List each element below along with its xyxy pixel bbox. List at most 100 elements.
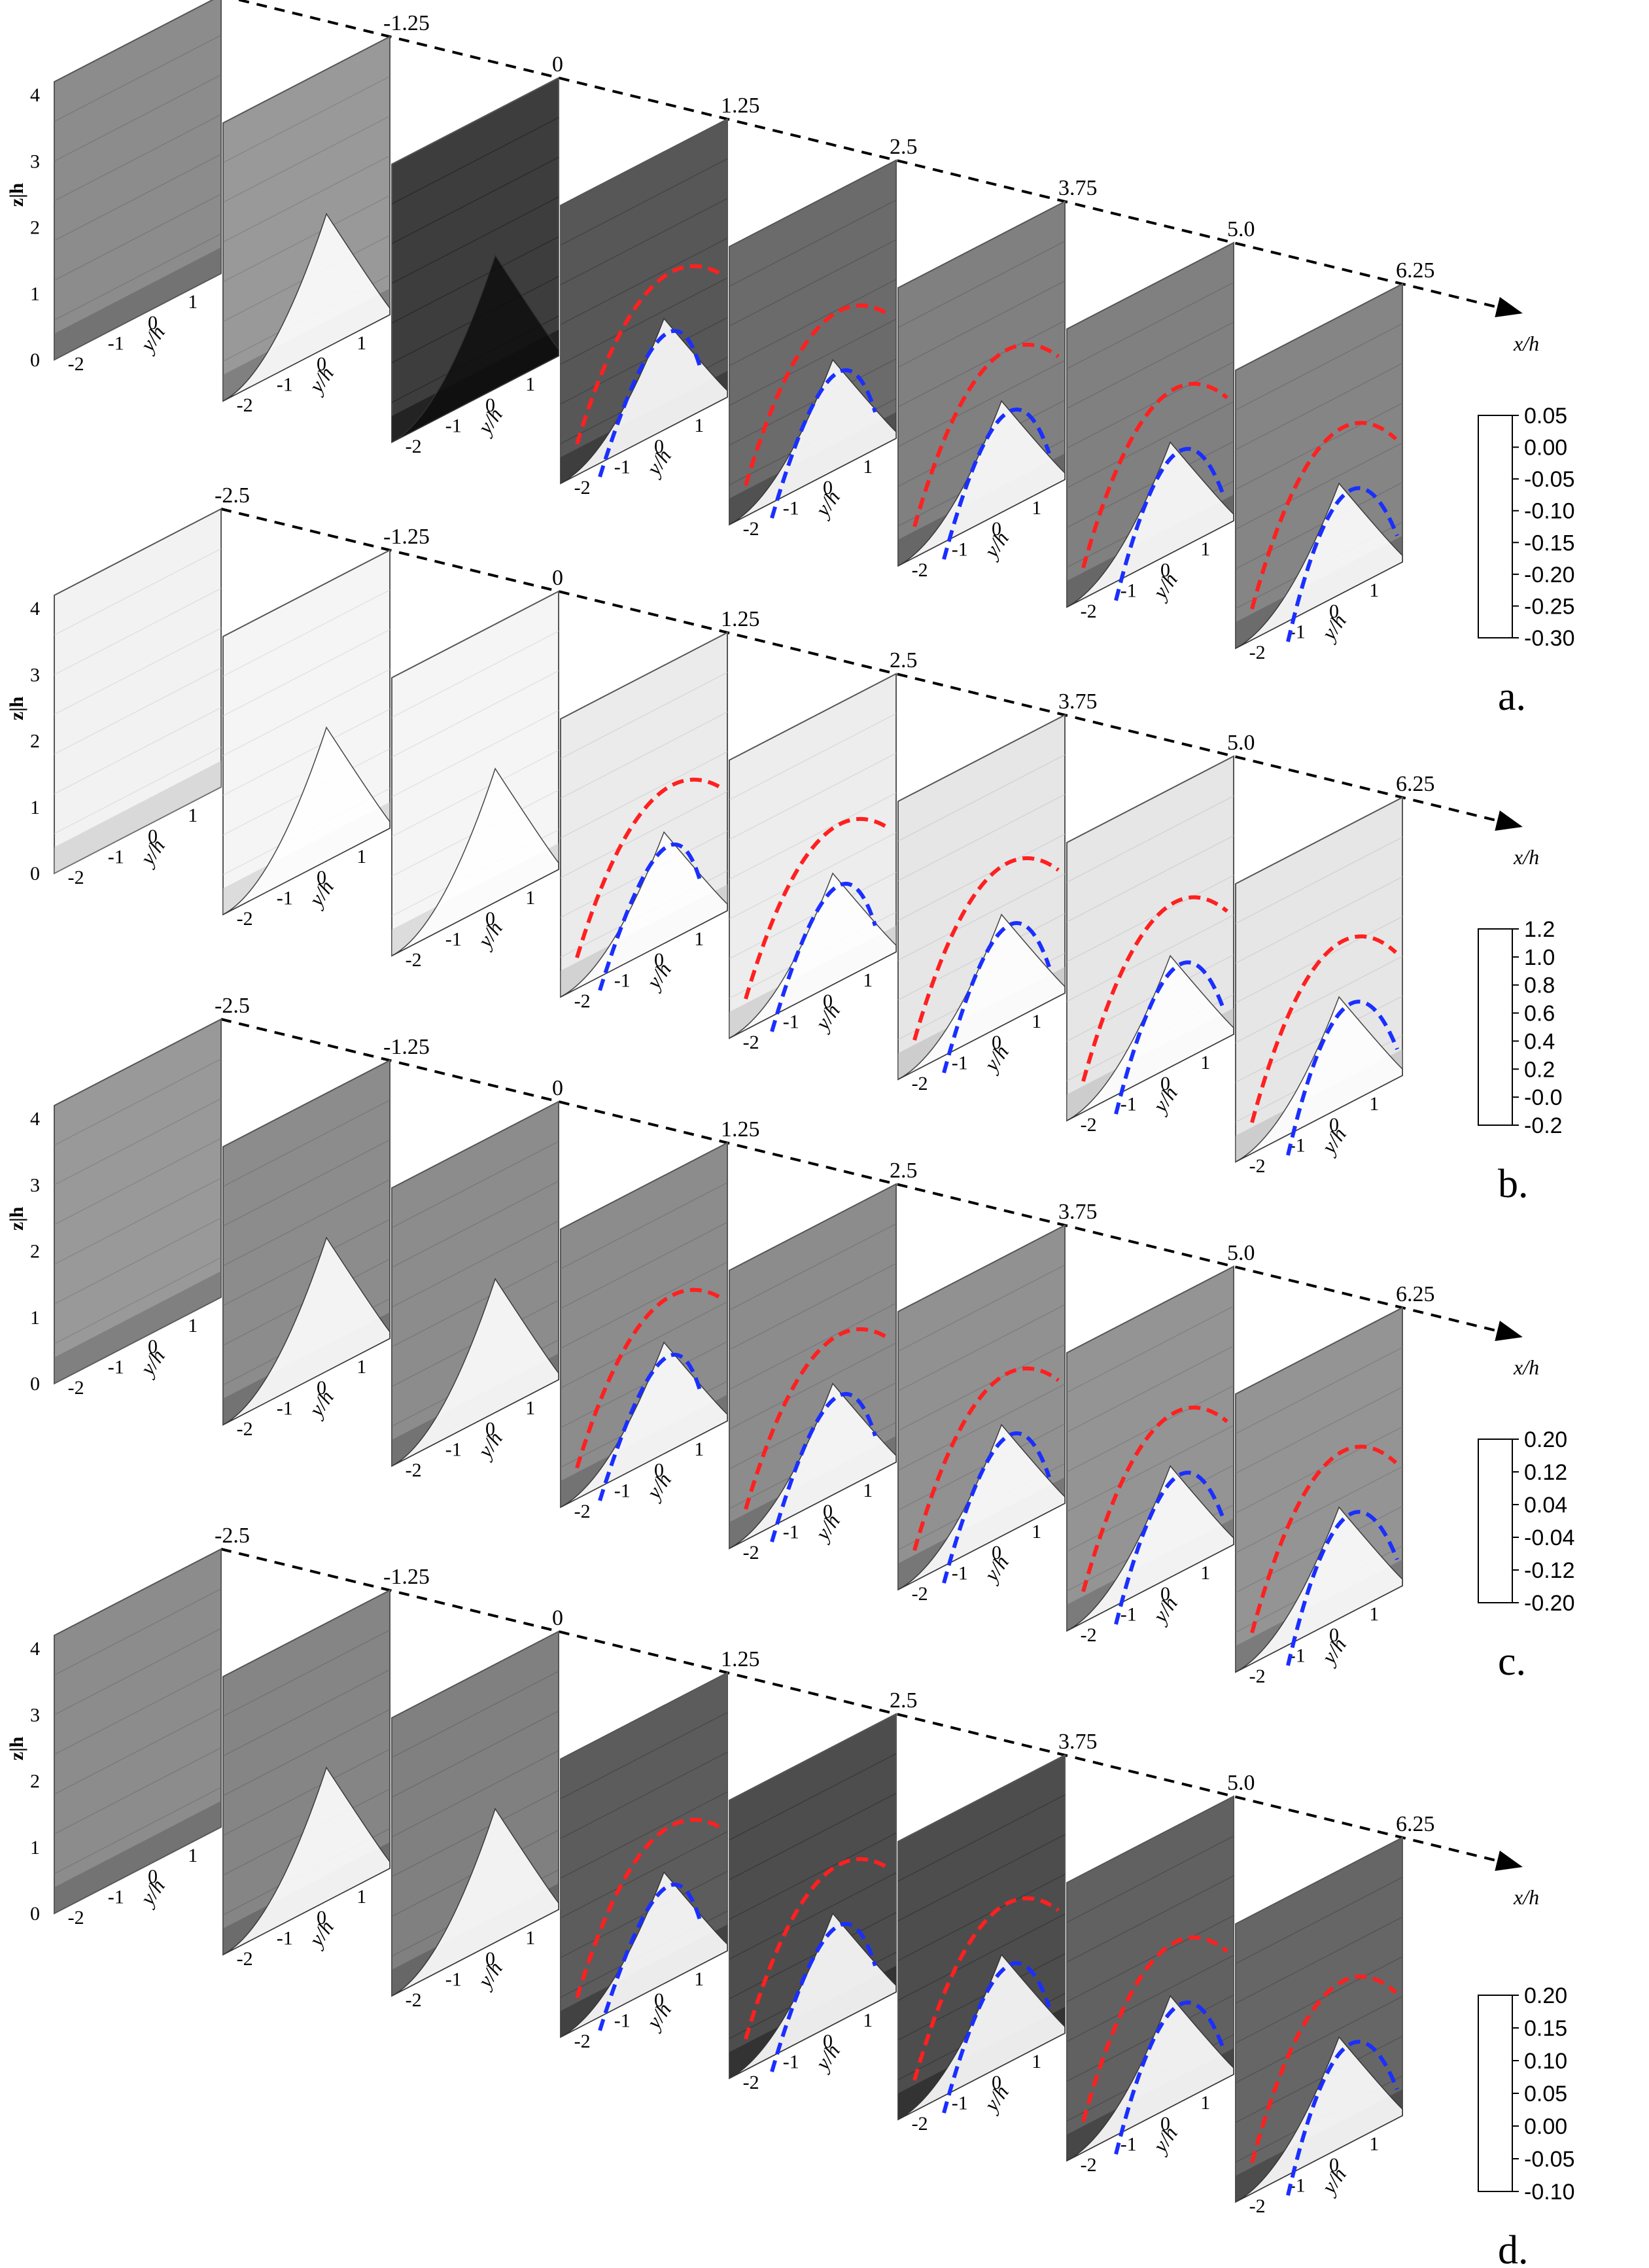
y-axis-label: y/h	[472, 404, 507, 440]
contour-line	[54, 1667, 222, 1755]
contour-line	[560, 1221, 728, 1310]
hill-surface	[1066, 441, 1234, 608]
x-axis-arrow	[220, 1018, 1523, 1342]
slice-position-label: 6.25	[1396, 1282, 1435, 1306]
y-axis-label: y/h	[1147, 1082, 1182, 1118]
contour-line	[1066, 915, 1234, 1002]
y-tick-label: 0	[1329, 1114, 1339, 1136]
contour-line	[1066, 1955, 1234, 2042]
contour-line	[54, 587, 222, 676]
contour-line	[1235, 1996, 1403, 2084]
y-tick-label: -1	[783, 2051, 799, 2072]
contour-line	[897, 913, 1066, 1001]
contour-line	[560, 1712, 728, 1800]
panel-a: x/h 0.05 0.00 -0.05 -0.10 -0.15 -0.20 -0.25 -0.3…	[1498, 332, 1575, 719]
contour-line	[1066, 1385, 1234, 1473]
y-tick-label: 1	[694, 1439, 704, 1460]
vortex-line-red	[575, 1287, 722, 1469]
y-tick-label: 0	[1160, 1583, 1170, 1605]
y-tick-label: 1	[1200, 538, 1210, 560]
y-axis-label: y/h	[134, 1875, 169, 1911]
contour-line	[1066, 1464, 1234, 1552]
y-axis-label: y/h	[303, 1386, 338, 1422]
z-axis-label: z|h	[6, 1206, 27, 1230]
contour-line	[222, 76, 391, 164]
y-tick-label: 1	[188, 805, 198, 826]
contour-line	[54, 707, 222, 795]
contour-line	[54, 1588, 222, 1676]
slice-4: 2.5 -2 -1 0 1 y/h	[743, 648, 918, 1053]
y-tick-label: -1	[277, 374, 293, 395]
contour-line	[729, 1792, 897, 1881]
slice-position-label: 6.25	[1396, 1812, 1435, 1836]
y-tick-label: 0	[317, 1377, 326, 1399]
contour-line	[560, 158, 728, 246]
contour-line	[222, 1219, 391, 1306]
vortex-line-blue	[598, 842, 703, 991]
hill-surface	[1235, 996, 1403, 1162]
y-tick-label: 1	[525, 887, 535, 909]
y-tick-label: 0	[148, 1336, 158, 1357]
y-tick-label: 0	[1160, 2113, 1170, 2135]
contour-line	[391, 1260, 559, 1348]
y-tick-label: -1	[1120, 1093, 1137, 1115]
contour-line	[222, 629, 391, 717]
contour-line	[1066, 795, 1234, 883]
vortex-line-red	[744, 816, 891, 1000]
colorbar-tick-label: -0.30	[1524, 626, 1575, 651]
y-tick-label: 1	[356, 1356, 366, 1378]
z-axis-label: z|h	[6, 1736, 27, 1760]
contour-line	[897, 833, 1066, 921]
y-tick-label: 1	[525, 374, 535, 395]
y-tick-label: -1	[614, 2010, 631, 2031]
contour-line	[560, 277, 728, 365]
y-tick-label: -2	[237, 394, 253, 416]
contour-line	[1235, 916, 1403, 1003]
z-tick-label: 2	[30, 1771, 40, 1792]
slice-position-label: 5.0	[1227, 731, 1255, 755]
slice-position-label: 2.5	[890, 1688, 918, 1713]
contour-line	[54, 1058, 222, 1146]
panel-label: d.	[1498, 2228, 1529, 2268]
contour-line	[729, 319, 897, 406]
contour-line	[54, 1707, 222, 1795]
hill-surface	[560, 317, 728, 484]
y-tick-label: -1	[108, 846, 124, 867]
y-tick-label: 1	[1032, 1011, 1041, 1032]
colorbar-tick-label: -0.10	[1524, 2180, 1575, 2205]
y-axis-label: y/h	[809, 1000, 844, 1036]
y-tick-label: -1	[783, 1011, 799, 1032]
contour-line	[222, 1669, 391, 1757]
contour-line	[391, 156, 559, 245]
y-tick-label: -2	[574, 990, 591, 1012]
contour-line	[391, 750, 559, 837]
near-wall-band	[54, 1801, 221, 1913]
y-tick-label: 1	[525, 1397, 535, 1419]
y-tick-label: 1	[1369, 1093, 1379, 1115]
contour-line	[1066, 1875, 1234, 1963]
slice-position-label: -1.25	[383, 11, 430, 35]
contour-line	[897, 794, 1066, 882]
slice-position-label: 2.5	[890, 1159, 918, 1183]
y-tick-label: 0	[823, 990, 833, 1012]
y-axis-label: y/h	[809, 486, 844, 522]
vortex-line-blue	[1286, 2040, 1399, 2196]
y-tick-label: 0	[317, 353, 326, 375]
contour-line	[54, 1747, 222, 1835]
colorbar-tick-label: 0.2	[1524, 1057, 1555, 1082]
y-tick-label: -1	[614, 969, 631, 991]
slice-position-label: -2.5	[215, 994, 250, 1018]
slice-position-label: 1.25	[721, 1117, 760, 1142]
colorbar-tick-label: 0.20	[1524, 1427, 1567, 1452]
z-axis-label: z|h	[6, 696, 27, 720]
contour-line	[54, 114, 222, 201]
z-tick-label: 0	[30, 1903, 40, 1925]
y-tick-label: -1	[277, 1397, 293, 1419]
z-tick-label: 2	[30, 217, 40, 239]
y-axis-label: y/h	[303, 362, 338, 398]
panel-label: c.	[1498, 1639, 1526, 1684]
contour-line	[897, 280, 1066, 368]
contour-line	[729, 832, 897, 920]
x-axis-arrow	[234, 0, 1523, 318]
